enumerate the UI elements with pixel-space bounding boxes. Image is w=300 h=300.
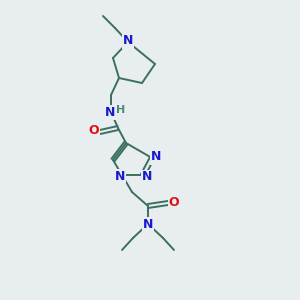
Text: H: H	[116, 105, 126, 115]
Text: N: N	[142, 170, 152, 184]
Text: N: N	[115, 169, 125, 182]
Text: N: N	[105, 106, 115, 118]
Text: O: O	[169, 196, 179, 208]
Text: N: N	[143, 218, 153, 230]
Text: N: N	[151, 151, 161, 164]
Text: N: N	[123, 34, 133, 47]
Text: O: O	[89, 124, 99, 137]
